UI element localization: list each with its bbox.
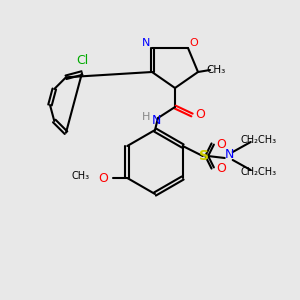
Text: O: O [216, 161, 226, 175]
Text: H: H [142, 112, 150, 122]
Text: N: N [151, 113, 161, 127]
Text: S: S [199, 149, 209, 163]
Text: O: O [190, 38, 198, 48]
Text: O: O [195, 109, 205, 122]
Text: CH₃: CH₃ [71, 171, 89, 181]
Text: Cl: Cl [76, 55, 88, 68]
Text: N: N [142, 38, 150, 48]
Text: CH₃: CH₃ [206, 65, 226, 75]
Text: O: O [216, 137, 226, 151]
Text: CH₂CH₃: CH₂CH₃ [241, 167, 277, 177]
Text: O: O [98, 172, 108, 184]
Text: N: N [225, 148, 234, 161]
Text: CH₂CH₃: CH₂CH₃ [241, 135, 277, 145]
